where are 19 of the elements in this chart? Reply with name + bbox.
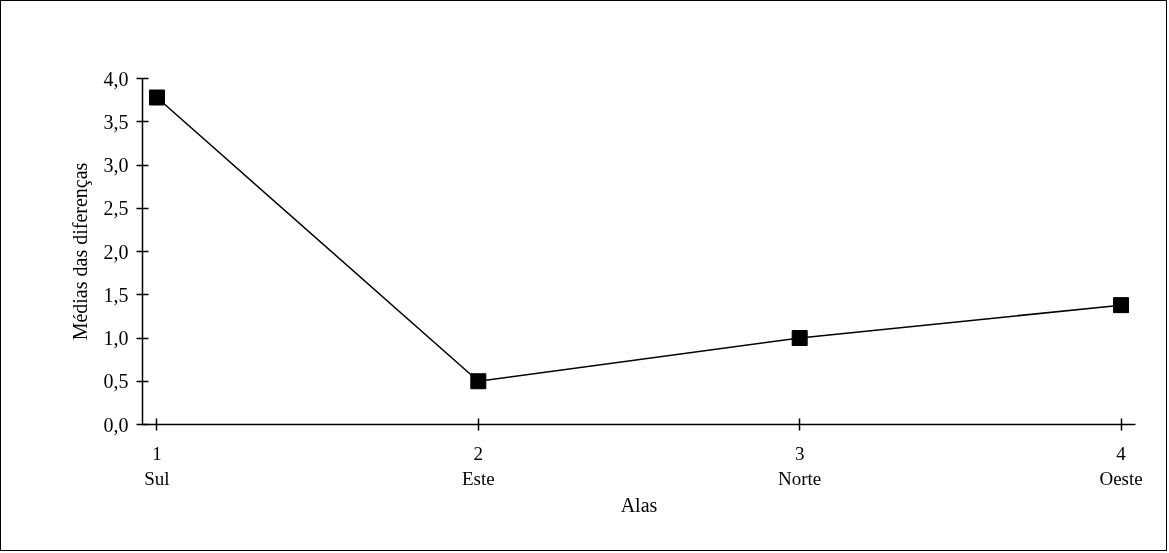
x-axis-title: Alas — [620, 493, 658, 516]
y-tick-label: 0,5 — [103, 370, 129, 393]
y-tick-label: 3,0 — [103, 154, 129, 176]
x-tick-label: 2 Este — [461, 442, 495, 489]
y-tick-label: 4,0 — [103, 67, 129, 90]
x-tick-label: 4 Oeste — [1099, 442, 1143, 489]
y-axis-title: Médias das diferenças — [68, 162, 92, 341]
y-tick-label: 0,0 — [103, 413, 129, 436]
y-tick-label: 1,0 — [103, 327, 129, 349]
point — [148, 89, 165, 106]
x-tick-label: 3 Norte — [778, 442, 822, 489]
x-tick-label: 1 Sul — [144, 442, 170, 489]
y-tick-label: 2,0 — [103, 240, 129, 263]
y-tick-label: 1,5 — [103, 283, 129, 306]
point — [470, 373, 487, 390]
point — [1113, 297, 1130, 314]
y-tick-label: 3,5 — [103, 110, 129, 133]
point — [791, 330, 808, 346]
y-tick-label: 2,5 — [103, 197, 129, 220]
